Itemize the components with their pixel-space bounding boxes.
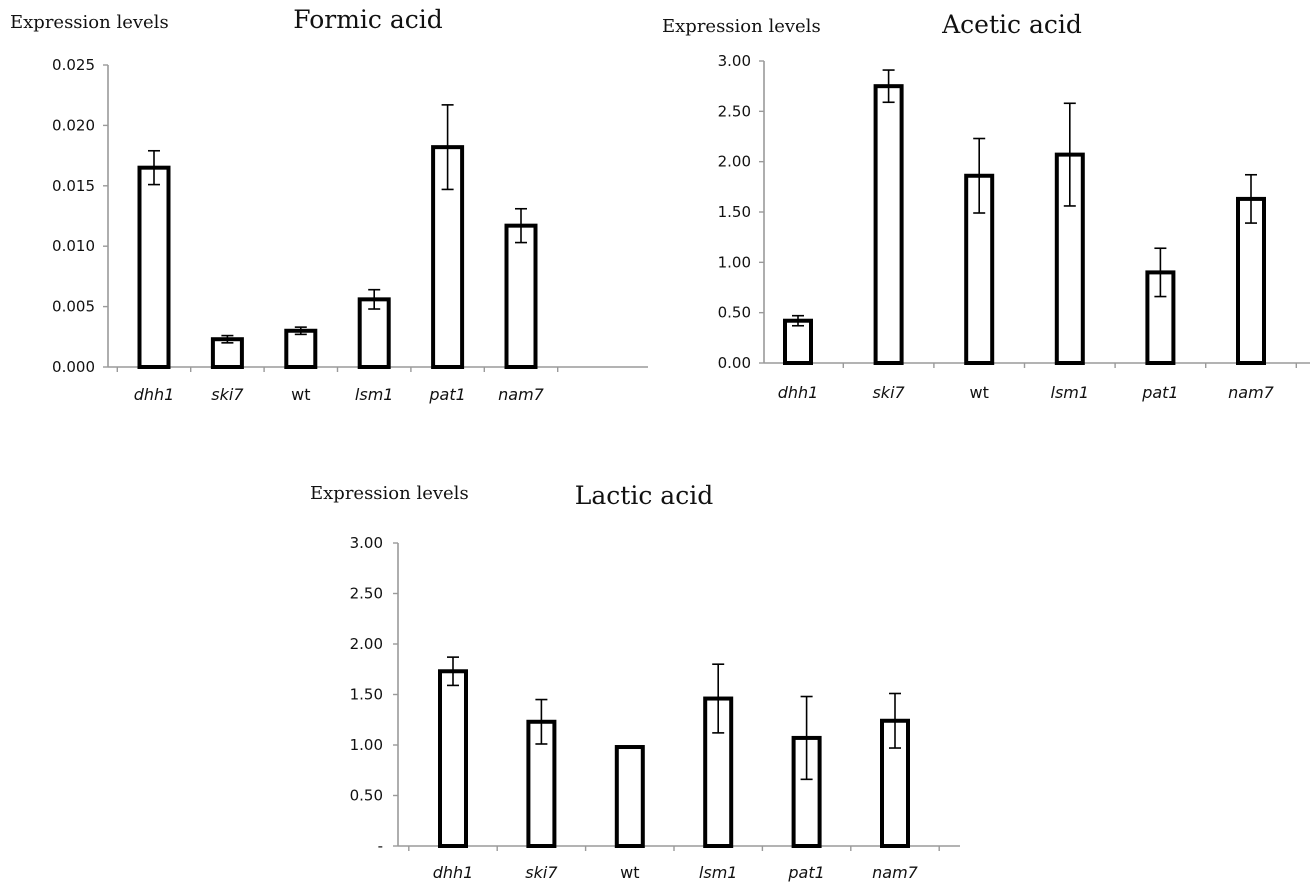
chart-ylabel: Expression levels bbox=[310, 483, 469, 504]
bar bbox=[504, 223, 538, 369]
plot-area: 0.00 0.50 1.00 1.50 2.00 2.50 3.00 dhh1 ski7 wt ls… bbox=[718, 52, 1310, 402]
x-category-label: nam7 bbox=[498, 385, 545, 404]
y-tick-label: 0.005 bbox=[52, 298, 95, 316]
acetic-acid-svg: Expression levels Acetic acid 0.00 0.50 1.… bbox=[662, 10, 1310, 402]
x-category-label: ski7 bbox=[872, 383, 905, 402]
x-category-label: dhh1 bbox=[433, 863, 474, 882]
y-tick-label: 0.50 bbox=[718, 304, 751, 322]
chart-ylabel: Expression levels bbox=[662, 16, 821, 37]
x-category-label: ski7 bbox=[211, 385, 244, 404]
x-category-label: lsm1 bbox=[1051, 383, 1090, 402]
x-category-label: pat1 bbox=[1141, 383, 1178, 402]
chart-title: Acetic acid bbox=[941, 10, 1082, 39]
bar bbox=[873, 84, 904, 366]
x-category-label: nam7 bbox=[1228, 383, 1275, 402]
y-tick-label: 2.00 bbox=[350, 635, 383, 653]
y-tick-label: 1.50 bbox=[718, 203, 751, 221]
x-category-label: wt bbox=[291, 385, 310, 404]
y-tick-label: 2.00 bbox=[718, 153, 751, 171]
x-category-label: pat1 bbox=[787, 863, 824, 882]
x-category-label: ski7 bbox=[525, 863, 558, 882]
x-category-label: pat1 bbox=[428, 385, 465, 404]
x-category-label: wt bbox=[620, 863, 639, 882]
x-category-label: wt bbox=[970, 383, 989, 402]
plot-area: - 0.50 1.00 1.50 2.00 2.50 3.00 dhh1 ski7 wt lsm1 p… bbox=[350, 534, 960, 882]
y-tick-label: 3.00 bbox=[718, 52, 751, 70]
y-tick-label: 0.025 bbox=[52, 56, 95, 74]
y-tick-label: - bbox=[378, 837, 383, 855]
y-tick-label: 0.50 bbox=[350, 787, 383, 805]
plot-area: 0.000 0.005 0.010 0.015 0.020 0.025 dhh1 ski7 wt… bbox=[52, 56, 648, 404]
y-tick-label: 0.00 bbox=[718, 354, 751, 372]
y-tick-label: 1.50 bbox=[350, 686, 383, 704]
x-category-label: dhh1 bbox=[134, 385, 175, 404]
y-tick-label: 1.00 bbox=[350, 736, 383, 754]
y-tick-label: 1.00 bbox=[718, 253, 751, 271]
x-category-label: dhh1 bbox=[778, 383, 819, 402]
x-category-label: lsm1 bbox=[355, 385, 394, 404]
formic-acid-chart: Expression levels Formic acid 0.000 0.005… bbox=[0, 0, 660, 440]
y-tick-label: 2.50 bbox=[718, 102, 751, 120]
lactic-acid-svg: Expression levels Lactic acid - 0.50 1.00 1… bbox=[310, 481, 960, 882]
acetic-acid-chart: Expression levels Acetic acid 0.00 0.50 1.… bbox=[655, 0, 1315, 440]
formic-acid-svg: Expression levels Formic acid 0.000 0.005… bbox=[10, 5, 648, 404]
y-tick-label: 3.00 bbox=[350, 534, 383, 552]
y-tick-label: 0.000 bbox=[52, 358, 95, 376]
chart-title: Formic acid bbox=[293, 5, 443, 34]
lactic-acid-chart: Expression levels Lactic acid - 0.50 1.00 1… bbox=[300, 460, 1000, 885]
bar bbox=[137, 165, 171, 369]
y-tick-label: 0.020 bbox=[52, 116, 95, 134]
chart-ylabel: Expression levels bbox=[10, 12, 169, 33]
x-category-label: nam7 bbox=[872, 863, 919, 882]
y-tick-label: 0.015 bbox=[52, 177, 95, 195]
bar bbox=[284, 328, 318, 370]
bar bbox=[614, 745, 645, 848]
bar bbox=[783, 318, 813, 365]
y-tick-label: 0.010 bbox=[52, 237, 95, 255]
y-tick-label: 2.50 bbox=[350, 585, 383, 603]
x-category-label: lsm1 bbox=[699, 863, 738, 882]
chart-title: Lactic acid bbox=[575, 481, 713, 510]
bar bbox=[438, 669, 468, 848]
